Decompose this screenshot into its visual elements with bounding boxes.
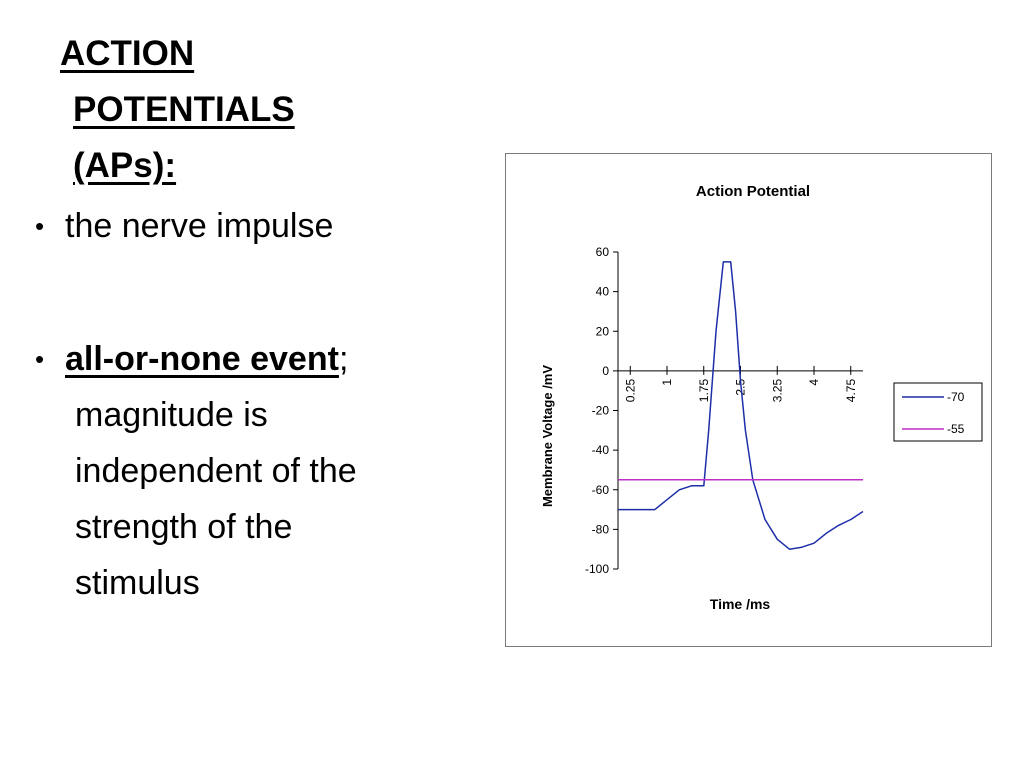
x-tick-label: 1 (660, 379, 674, 386)
legend-entry: -55 (947, 422, 965, 436)
y-tick-label: -20 (592, 404, 610, 418)
bullet-emphasis: all-or-none event (65, 340, 339, 378)
series-line-1 (618, 261, 864, 550)
y-tick-label: 0 (602, 364, 609, 378)
action-potential-chart: Action Potential Time /ms Membrane Volta… (540, 183, 983, 612)
chart-title: Action Potential (696, 183, 810, 200)
title-line: ACTION (60, 34, 195, 73)
title-line: (APs): (73, 146, 177, 185)
y-axis-label: Membrane Voltage /mV (540, 365, 555, 507)
x-tick-label: 4.75 (844, 379, 858, 403)
legend: -70 -55 (902, 390, 965, 436)
title-line: POTENTIALS (73, 90, 295, 129)
y-tick-label: 20 (596, 324, 610, 338)
bullet-item: • all-or-none event; magnitude is indepe… (33, 331, 473, 611)
y-tick-label: -40 (592, 443, 610, 457)
y-tick-label: -60 (592, 483, 610, 497)
y-tick-label: -100 (585, 562, 609, 576)
bullet-list: • the nerve impulse • all-or-none event;… (33, 198, 473, 611)
x-tick-label: 1.75 (697, 379, 711, 403)
bullet-dot-icon: • (35, 211, 45, 241)
bullet-line: independent of the (75, 452, 357, 490)
bullet-text: the nerve impulse (65, 207, 334, 245)
y-tick-label: 60 (596, 245, 610, 259)
slide-title: ACTION POTENTIALS (APs): (60, 26, 440, 194)
x-axis-label: Time /ms (710, 596, 771, 612)
bullet-item: • the nerve impulse (33, 198, 473, 254)
x-tick-label: 0.25 (623, 379, 637, 403)
y-tick-label: 40 (596, 285, 610, 299)
chart-frame: Action Potential Time /ms Membrane Volta… (505, 153, 992, 647)
bullet-punctuation: ; (338, 340, 349, 378)
bullet-line: strength of the (75, 508, 293, 546)
bullet-line: stimulus (75, 564, 200, 602)
legend-box (893, 382, 983, 442)
x-tick-label: 3.25 (770, 379, 784, 403)
y-tick-label: -80 (592, 522, 610, 536)
x-tick-label: 4 (807, 379, 821, 386)
bullet-line: magnitude is (75, 396, 268, 434)
bullet-dot-icon: • (35, 344, 45, 374)
legend-entry: -70 (947, 390, 965, 404)
